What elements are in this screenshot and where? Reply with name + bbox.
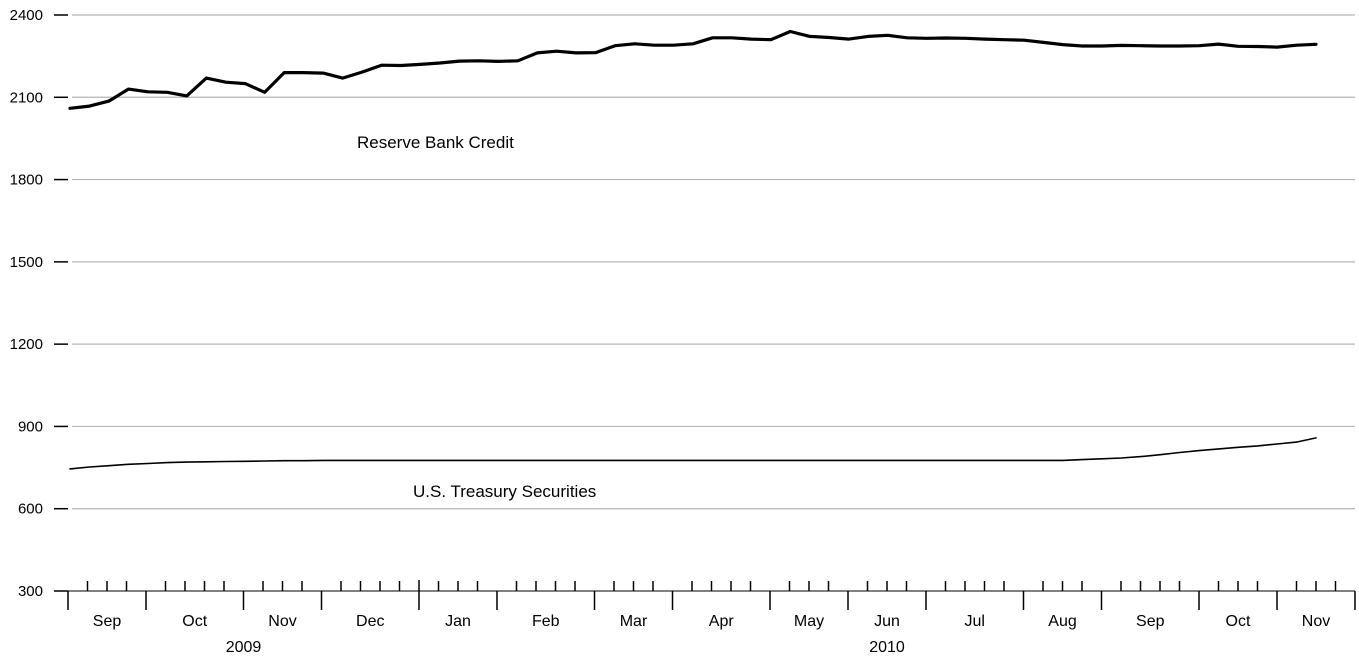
month-label: Sep bbox=[1136, 613, 1165, 630]
y-tick-label: 2100 bbox=[10, 89, 43, 106]
gridlines bbox=[72, 14, 1355, 510]
month-label: Jun bbox=[874, 613, 900, 630]
reserve-bank-credit-line bbox=[68, 29, 1318, 110]
year-label: 2010 bbox=[869, 639, 905, 656]
year-label: 2009 bbox=[226, 639, 262, 656]
month-label: Feb bbox=[532, 613, 560, 630]
month-label: Oct bbox=[182, 613, 207, 630]
month-label: Jan bbox=[445, 613, 471, 630]
month-label: Nov bbox=[268, 613, 296, 630]
series-lines bbox=[68, 29, 1318, 470]
series-annotations: Reserve Bank Credit U.S. Treasury Securi… bbox=[357, 133, 596, 501]
treasury-securities-annotation: U.S. Treasury Securities bbox=[413, 482, 596, 501]
y-tick-label: 2400 bbox=[10, 7, 43, 24]
month-label: Aug bbox=[1048, 613, 1076, 630]
y-tick-label: 300 bbox=[18, 583, 43, 600]
month-label: Dec bbox=[356, 613, 384, 630]
month-label: Jul bbox=[965, 613, 985, 630]
month-label: Nov bbox=[1302, 613, 1330, 630]
x-axis: Sep Oct Nov Dec Jan Feb Mar Apr May Jun Jul Aug Sep O… bbox=[67, 580, 1356, 656]
month-label: Sep bbox=[93, 613, 122, 630]
y-axis: 300 600 900 1200 1500 1800 2100 2400 bbox=[10, 7, 68, 600]
month-label: Oct bbox=[1226, 613, 1251, 630]
y-tick-label: 1800 bbox=[10, 172, 43, 189]
y-tick-label: 1500 bbox=[10, 254, 43, 271]
month-label: Mar bbox=[620, 613, 648, 630]
reserve-bank-credit-annotation: Reserve Bank Credit bbox=[357, 133, 514, 152]
y-tick-label: 600 bbox=[18, 501, 43, 518]
y-tick-label: 900 bbox=[18, 418, 43, 435]
month-label: May bbox=[794, 613, 824, 630]
y-tick-label: 1200 bbox=[10, 336, 43, 353]
month-label: Apr bbox=[709, 613, 735, 630]
treasury-securities-line bbox=[69, 437, 1317, 470]
